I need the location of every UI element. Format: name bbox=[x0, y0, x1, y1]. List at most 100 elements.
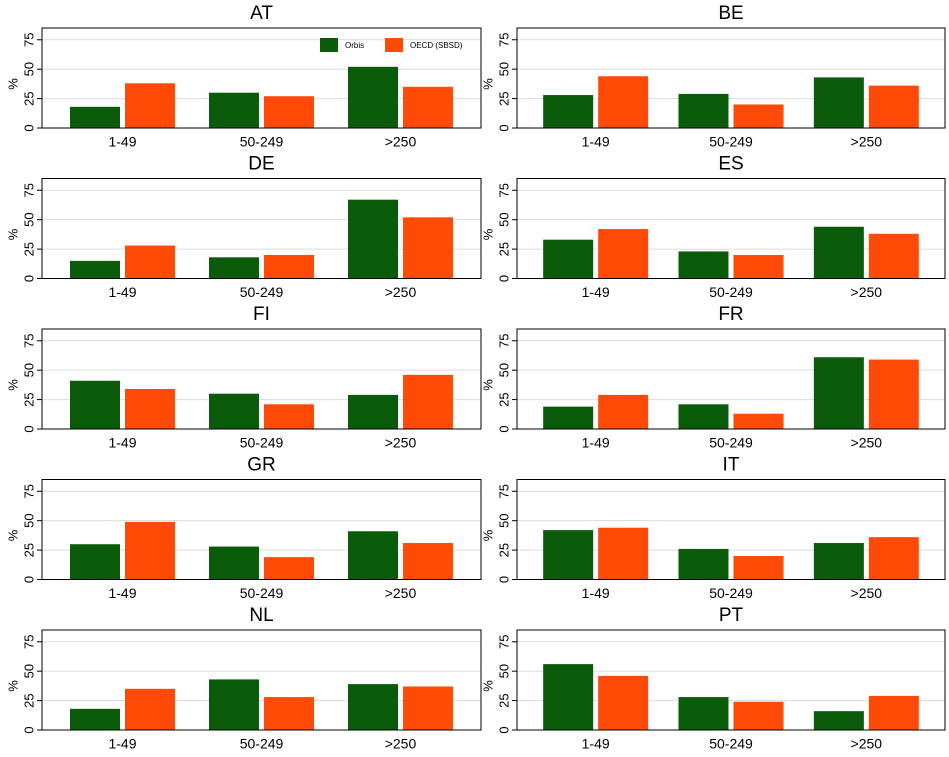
y-tick-label: 0 bbox=[496, 726, 511, 733]
bar bbox=[868, 233, 919, 279]
bar bbox=[70, 544, 120, 580]
bar bbox=[264, 96, 314, 128]
bar bbox=[868, 695, 919, 730]
legend-label: Orbis bbox=[345, 41, 364, 50]
bar bbox=[678, 697, 729, 730]
bar bbox=[733, 701, 784, 730]
x-tick-label: 50-249 bbox=[240, 736, 284, 752]
bar bbox=[125, 688, 175, 730]
y-tick-label: 0 bbox=[496, 275, 511, 282]
bar bbox=[733, 413, 784, 429]
bar bbox=[348, 531, 398, 580]
bar bbox=[598, 229, 649, 279]
y-tick-label: 0 bbox=[496, 425, 511, 432]
bar bbox=[868, 85, 919, 128]
bar bbox=[264, 557, 314, 580]
y-tick-label: 0 bbox=[21, 726, 36, 733]
x-tick-label: 50-249 bbox=[240, 585, 284, 601]
bar bbox=[70, 260, 120, 279]
bar bbox=[70, 380, 120, 429]
bar bbox=[543, 239, 594, 279]
y-tick-label: 0 bbox=[21, 124, 36, 131]
bar bbox=[678, 93, 729, 128]
bar bbox=[598, 675, 649, 730]
y-tick-label: 50 bbox=[496, 212, 511, 226]
bar bbox=[125, 245, 175, 279]
bar bbox=[733, 254, 784, 279]
legend-label: OECD (SBSD) bbox=[410, 41, 463, 50]
x-tick-label: 50-249 bbox=[240, 435, 284, 451]
legend-swatch bbox=[385, 38, 403, 52]
bar bbox=[543, 530, 594, 580]
y-axis-label: % bbox=[5, 78, 20, 90]
x-tick-label: >250 bbox=[385, 284, 417, 300]
x-tick-label: 1-49 bbox=[582, 284, 610, 300]
y-tick-label: 0 bbox=[21, 576, 36, 583]
y-tick-label: 50 bbox=[496, 513, 511, 527]
bar bbox=[543, 95, 594, 128]
y-tick-label: 75 bbox=[21, 183, 36, 197]
y-axis-label: % bbox=[5, 680, 20, 692]
y-tick-label: 75 bbox=[21, 635, 36, 649]
y-axis-label: % bbox=[480, 680, 495, 692]
panel-title: ES bbox=[718, 154, 743, 175]
y-tick-label: 50 bbox=[21, 363, 36, 377]
y-tick-label: 25 bbox=[496, 242, 511, 256]
bar bbox=[813, 226, 864, 279]
bar bbox=[70, 106, 120, 128]
y-tick-label: 75 bbox=[496, 635, 511, 649]
x-tick-label: 50-249 bbox=[709, 736, 753, 752]
bar bbox=[598, 527, 649, 580]
bar bbox=[868, 537, 919, 580]
x-tick-label: >250 bbox=[851, 585, 883, 601]
y-tick-label: 25 bbox=[496, 693, 511, 707]
x-tick-label: 1-49 bbox=[108, 134, 136, 150]
plot-frame bbox=[41, 629, 482, 731]
x-tick-label: >250 bbox=[385, 435, 417, 451]
y-tick-label: 25 bbox=[21, 392, 36, 406]
y-axis-label: % bbox=[480, 78, 495, 90]
panel-title: BE bbox=[718, 3, 743, 24]
y-tick-label: 75 bbox=[496, 183, 511, 197]
x-tick-label: >250 bbox=[851, 736, 883, 752]
x-tick-label: 50-249 bbox=[709, 134, 753, 150]
bar bbox=[348, 66, 398, 128]
y-tick-label: 0 bbox=[21, 275, 36, 282]
bar bbox=[403, 217, 453, 279]
y-tick-label: 0 bbox=[496, 124, 511, 131]
plot-frame bbox=[516, 629, 946, 731]
plot-frame bbox=[41, 178, 482, 279]
x-tick-label: 1-49 bbox=[108, 284, 136, 300]
bar bbox=[813, 543, 864, 580]
y-axis-label: % bbox=[480, 228, 495, 240]
legend-swatch bbox=[320, 38, 338, 52]
bar bbox=[543, 406, 594, 429]
plot-frame bbox=[516, 479, 946, 580]
plot-frame bbox=[41, 479, 482, 580]
plot-frame bbox=[516, 178, 946, 279]
y-tick-label: 25 bbox=[496, 392, 511, 406]
bar bbox=[678, 548, 729, 580]
x-tick-label: 50-249 bbox=[709, 585, 753, 601]
y-axis-label: % bbox=[5, 228, 20, 240]
bar bbox=[348, 394, 398, 429]
panel-title: GR bbox=[247, 455, 276, 476]
bar bbox=[264, 404, 314, 429]
bar bbox=[403, 86, 453, 128]
bar bbox=[868, 359, 919, 429]
y-tick-label: 75 bbox=[496, 334, 511, 348]
bar bbox=[813, 711, 864, 730]
bar bbox=[125, 521, 175, 580]
bar bbox=[733, 555, 784, 580]
y-tick-label: 25 bbox=[496, 543, 511, 557]
x-tick-label: 1-49 bbox=[582, 736, 610, 752]
panel-title: DE bbox=[248, 154, 274, 175]
panel-title: FI bbox=[253, 304, 270, 325]
bar bbox=[125, 83, 175, 128]
x-tick-label: >250 bbox=[385, 736, 417, 752]
x-tick-label: >250 bbox=[385, 585, 417, 601]
x-tick-label: >250 bbox=[385, 134, 417, 150]
bar bbox=[403, 374, 453, 429]
bar bbox=[70, 708, 120, 730]
bar bbox=[403, 543, 453, 580]
